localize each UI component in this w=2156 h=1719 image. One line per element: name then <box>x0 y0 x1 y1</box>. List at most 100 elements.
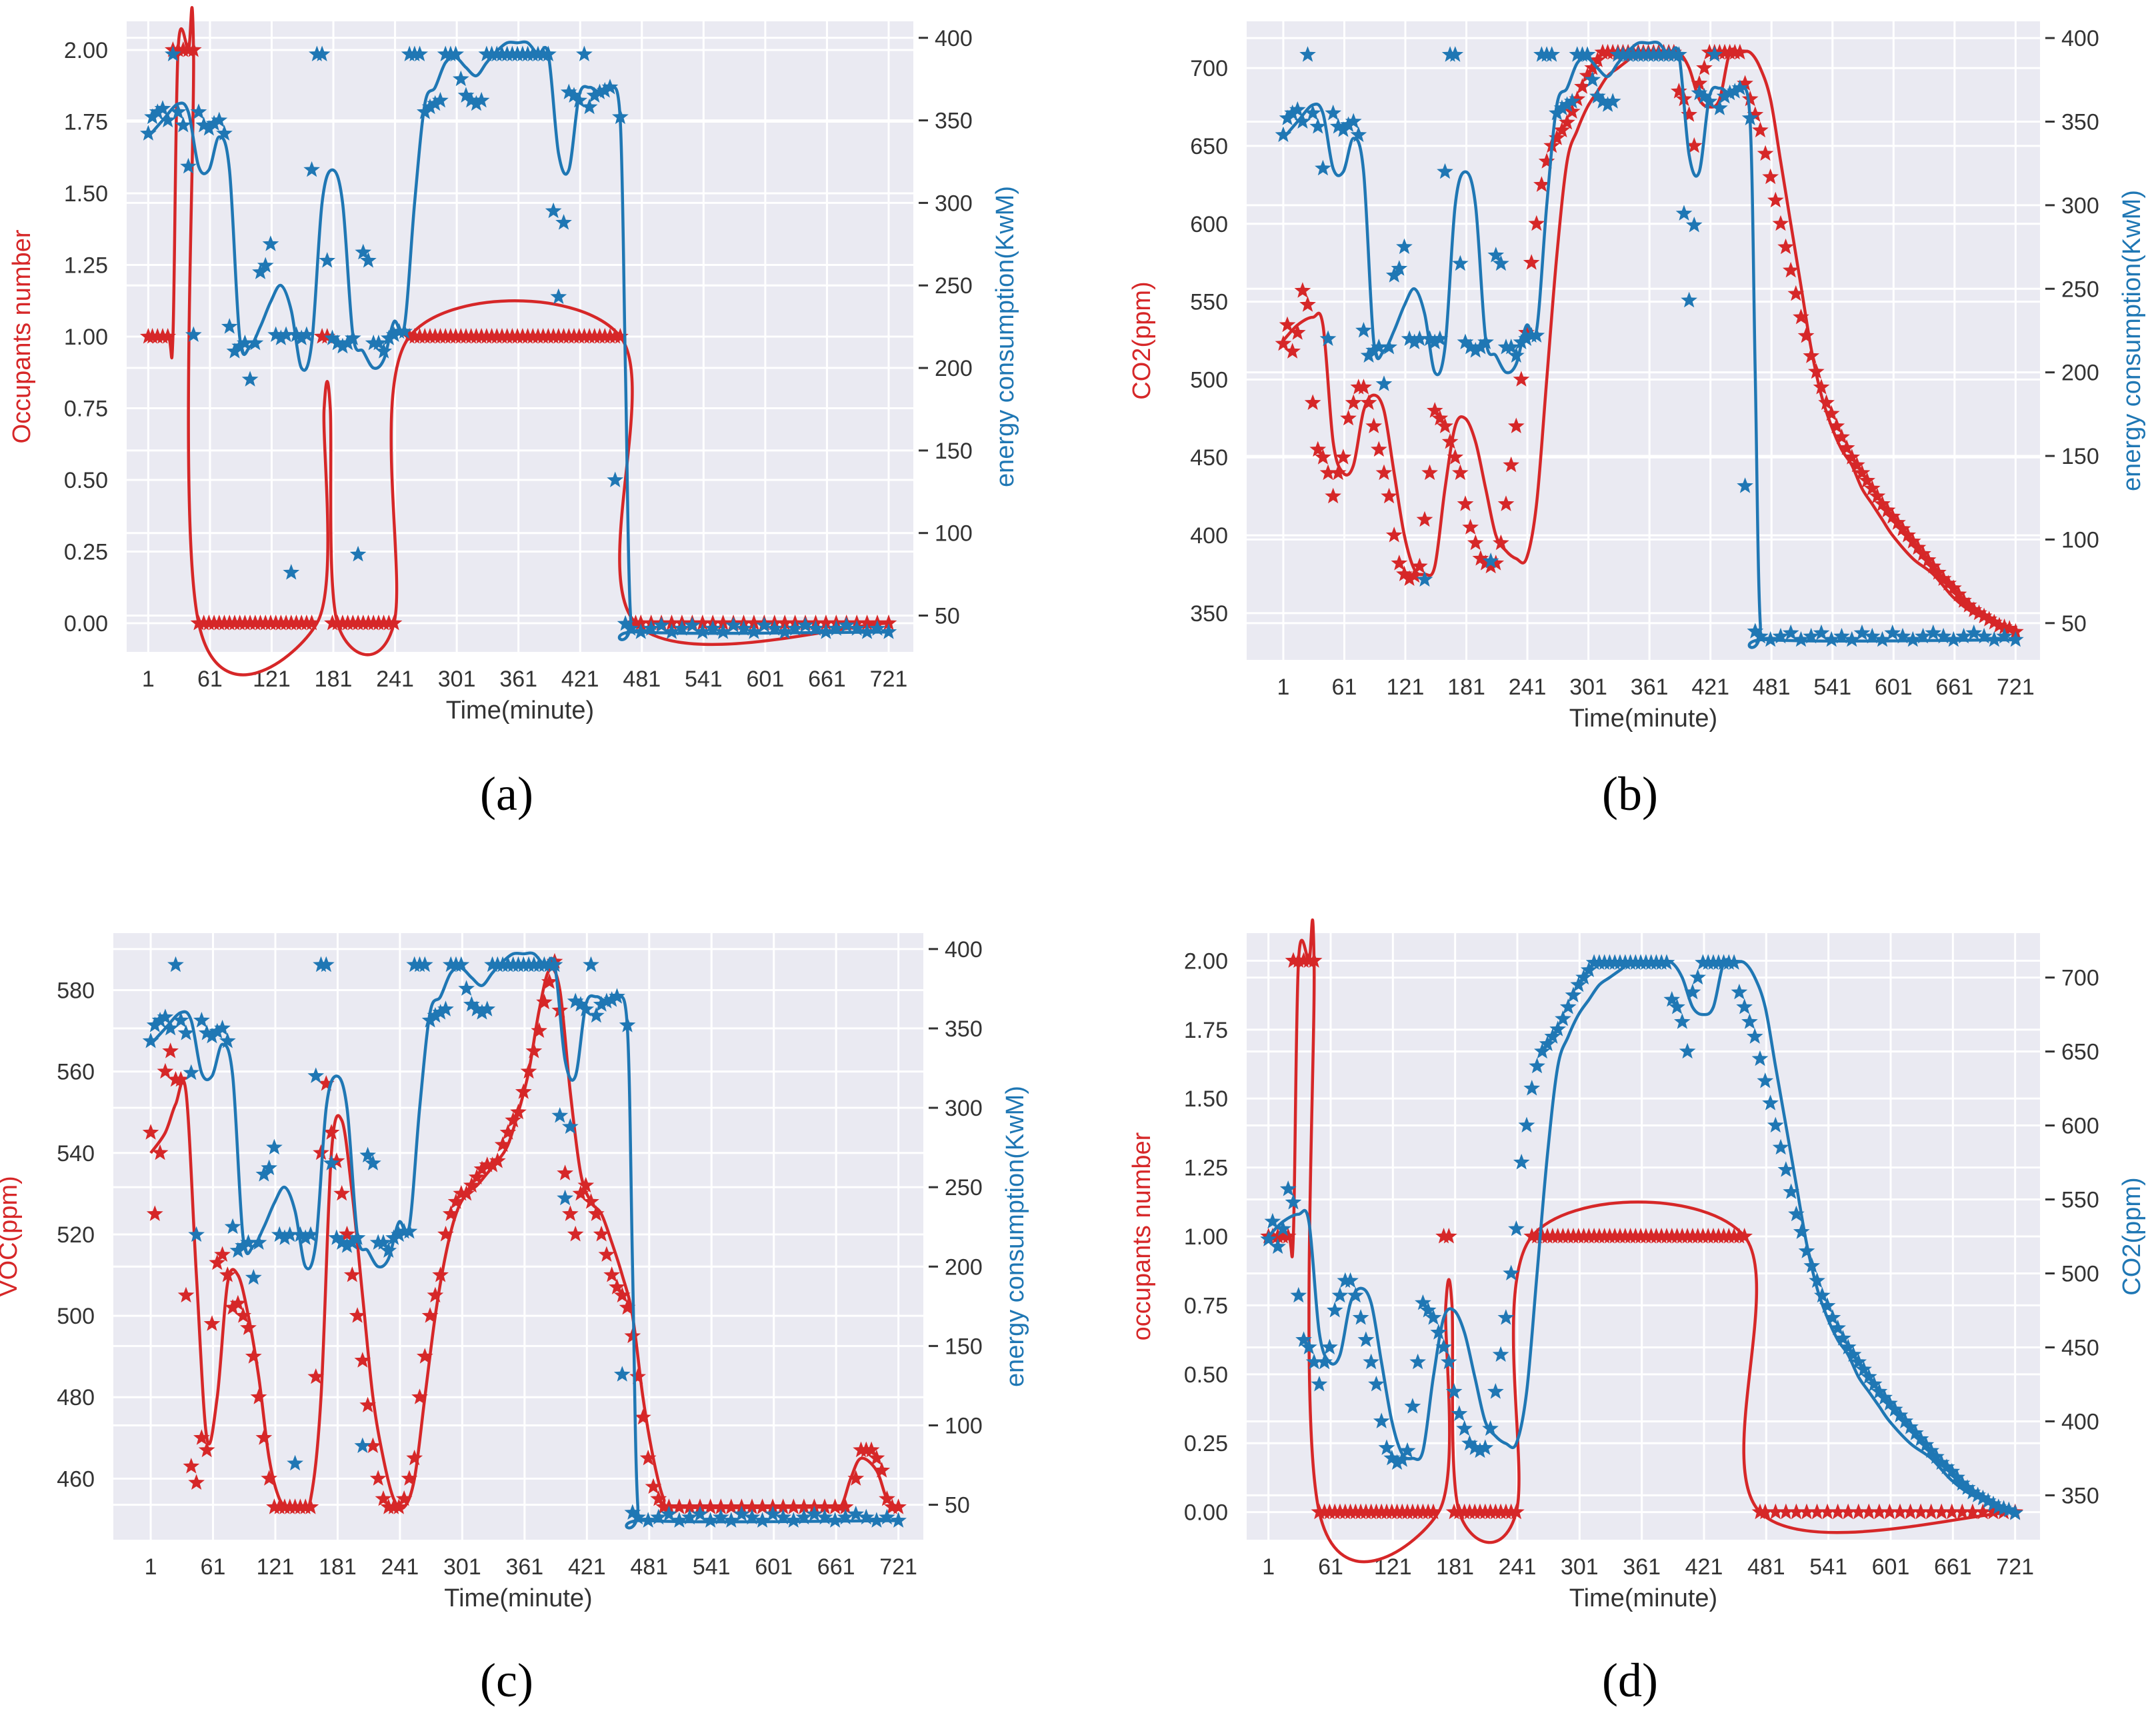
data-point-occupants <box>1923 1503 1939 1520</box>
y-right-tick-label: 600 <box>2061 1114 2099 1139</box>
data-point-energy <box>229 1242 247 1258</box>
data-point-energy <box>281 1226 299 1242</box>
data-point-co2 <box>1725 954 1743 970</box>
data-point-co2 <box>1264 1212 1281 1229</box>
data-point-co2 <box>1294 282 1311 298</box>
data-point-co2 <box>1912 1430 1929 1446</box>
x-tick-label: 721 <box>870 667 908 692</box>
data-point-co2 <box>1533 176 1550 192</box>
y-left-tick-label: 460 <box>57 1466 95 1492</box>
data-point-co2 <box>1752 121 1769 138</box>
panel-label-d: (d) <box>1602 1654 1658 1707</box>
data-point-energy <box>1594 93 1611 109</box>
data-point-co2 <box>1357 1331 1375 1347</box>
data-point-energy <box>807 620 824 636</box>
data-point-voc <box>593 1225 610 1242</box>
data-point-co2 <box>2001 620 2018 636</box>
y-right-tick-label: 350 <box>2061 1483 2099 1508</box>
data-point-voc <box>177 1286 195 1303</box>
data-point-energy <box>1579 46 1596 62</box>
data-point-energy <box>142 1032 159 1048</box>
data-point-energy <box>601 79 619 95</box>
data-point-co2 <box>1945 579 1962 595</box>
data-point-co2 <box>1861 1368 1877 1384</box>
data-point-occupants <box>159 328 177 344</box>
data-point-energy <box>1472 339 1489 355</box>
data-point-voc <box>562 1205 579 1221</box>
data-point-co2 <box>1737 75 1753 91</box>
data-point-voc <box>235 1307 252 1323</box>
data-point-co2 <box>1503 1264 1519 1280</box>
data-point-voc <box>437 1225 454 1242</box>
x-tick-label: 421 <box>1685 1554 1723 1580</box>
data-point-co2 <box>1477 555 1494 571</box>
x-tick-label: 301 <box>1561 1554 1599 1580</box>
data-point-voc <box>142 1124 159 1140</box>
data-point-energy <box>1350 126 1367 143</box>
data-point-voc <box>313 1144 329 1160</box>
data-point-co2 <box>1406 567 1423 583</box>
data-point-co2 <box>1347 1286 1364 1303</box>
data-point-voc <box>494 1136 511 1152</box>
data-point-energy <box>1431 330 1449 346</box>
y-right-tick-label: 150 <box>945 1334 983 1359</box>
data-point-energy <box>890 1512 907 1528</box>
data-point-co2 <box>1471 1442 1489 1458</box>
x-tick-label: 421 <box>568 1554 606 1580</box>
data-point-voc <box>416 1348 433 1364</box>
data-point-voc <box>432 1266 449 1282</box>
y-right-tick-label: 350 <box>935 109 973 134</box>
y-right-tick-label: 550 <box>2061 1188 2099 1213</box>
data-point-voc <box>447 1193 465 1209</box>
data-point-co2 <box>1902 1418 1919 1434</box>
x-tick-label: 61 <box>201 1554 226 1580</box>
data-point-energy <box>195 117 213 133</box>
data-point-co2 <box>1736 998 1753 1014</box>
data-point-energy <box>1355 322 1372 338</box>
data-point-co2 <box>1275 1220 1291 1236</box>
data-point-co2 <box>1762 168 1779 185</box>
data-point-energy <box>806 1505 823 1522</box>
data-point-co2 <box>1331 1286 1349 1303</box>
data-point-co2 <box>1368 1376 1385 1392</box>
data-point-voc <box>723 1498 740 1514</box>
data-point-voc <box>369 1470 387 1486</box>
data-point-energy <box>617 615 634 631</box>
data-point-co2 <box>1396 565 1413 581</box>
data-point-co2 <box>1477 1439 1494 1455</box>
data-point-co2 <box>1959 1479 1976 1495</box>
data-point-voc <box>473 1160 491 1176</box>
data-point-co2 <box>1430 1324 1447 1340</box>
data-point-co2 <box>1409 1353 1426 1370</box>
data-point-co2 <box>1671 83 1687 99</box>
data-point-co2 <box>1803 347 1820 363</box>
data-point-co2 <box>1689 968 1706 985</box>
x-tick-label: 721 <box>1996 1554 2034 1580</box>
data-point-energy <box>266 1138 283 1155</box>
data-point-occupants <box>715 615 731 631</box>
data-point-energy <box>241 371 259 387</box>
data-point-co2 <box>1492 1346 1509 1362</box>
series-line-occupants <box>148 6 889 677</box>
data-point-energy <box>1503 339 1519 355</box>
data-point-voc <box>339 1225 355 1242</box>
data-point-co2 <box>1767 191 1784 208</box>
data-point-energy <box>267 326 284 342</box>
data-point-energy <box>1381 339 1397 355</box>
data-point-co2 <box>1874 495 1891 511</box>
data-point-energy <box>288 326 305 342</box>
data-point-co2 <box>1482 1420 1499 1436</box>
data-point-voc <box>183 1458 200 1474</box>
data-point-co2 <box>1581 961 1597 977</box>
data-point-co2 <box>1829 1319 1846 1336</box>
data-point-co2 <box>1969 1486 1986 1502</box>
data-point-energy <box>1340 116 1357 132</box>
y-right-tick-label: 200 <box>935 356 973 381</box>
data-point-voc <box>391 1498 407 1514</box>
data-point-voc <box>157 1062 174 1079</box>
data-point-energy <box>354 1437 371 1453</box>
data-point-co2 <box>1777 238 1794 255</box>
data-point-voc <box>816 1498 833 1514</box>
data-point-energy <box>712 1508 729 1525</box>
y-axis-label-left: VOC(ppm) <box>0 1176 23 1297</box>
